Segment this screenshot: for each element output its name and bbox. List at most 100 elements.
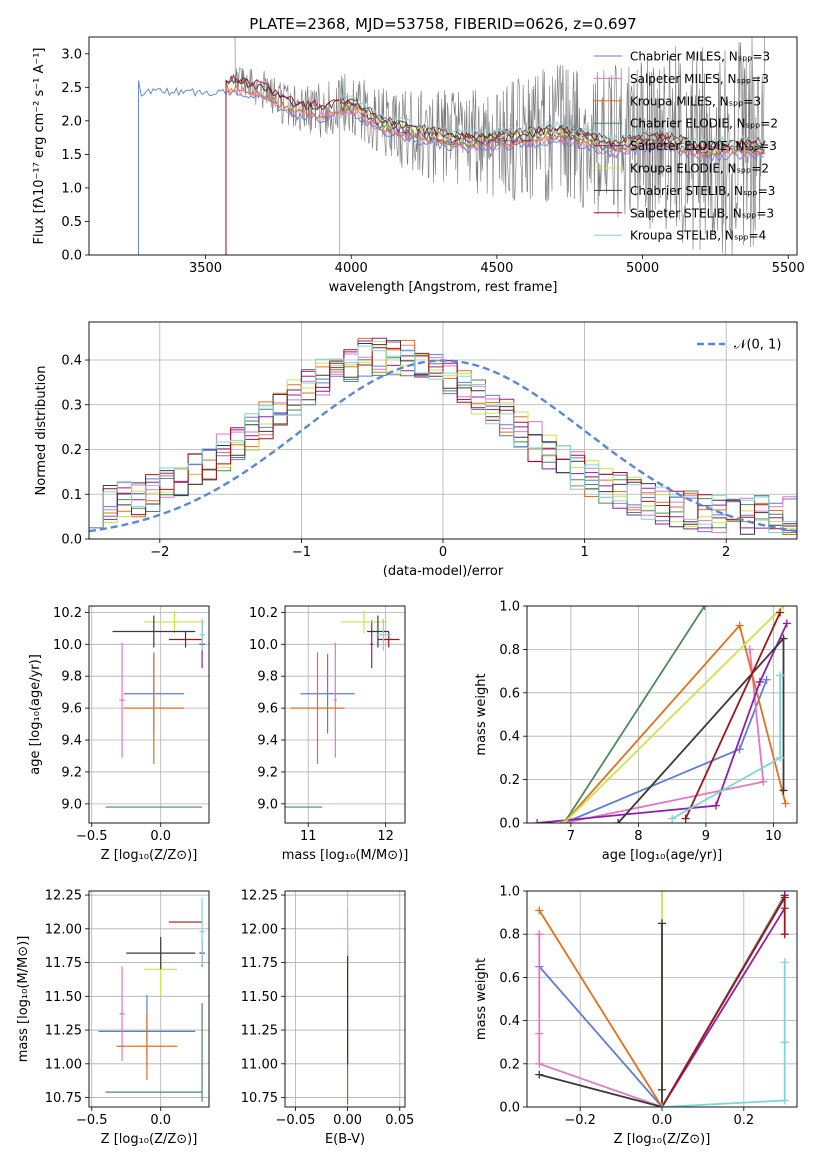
weight-marker — [535, 930, 544, 939]
y-tick-label: 0.4 — [499, 730, 520, 745]
y-tick-label: 10.2 — [249, 606, 278, 621]
weight-marker — [776, 753, 785, 762]
axes-frame — [526, 890, 798, 1108]
y-tick-label: 11.75 — [45, 956, 82, 971]
y-tick-label: 1.0 — [61, 181, 82, 196]
error-bar-point — [119, 642, 125, 758]
x-tick-label: 2 — [722, 545, 730, 560]
legend-label: Kroupa MILES, Nₛₚₚ=3 — [630, 94, 761, 108]
model-spectrum-line — [138, 80, 764, 255]
weight-marker — [780, 930, 789, 939]
model-spectrum-line — [339, 80, 765, 255]
y-tick-label: 10.75 — [45, 1091, 82, 1106]
weight-marker — [759, 777, 768, 786]
y-tick-label: 11.75 — [241, 956, 278, 971]
legend-label: Salpeter MILES, Nₛₚₚ=3 — [630, 72, 769, 86]
weight-line — [538, 909, 663, 1107]
x-axis-label: mass [log₁₀(M/M⊙)] — [282, 848, 409, 863]
y-tick-label: 0.5 — [61, 215, 82, 230]
x-tick-label: −0.05 — [276, 1113, 316, 1128]
error-bar-point — [169, 631, 203, 648]
plot-area — [105, 610, 205, 808]
error-bar-point — [199, 618, 205, 651]
plot-area — [533, 606, 791, 823]
y-tick-label: 10.75 — [241, 1091, 278, 1106]
weight-marker — [780, 1096, 789, 1105]
weight-vs-metallicity-panel: −0.2 0.0 0.2 0.0 0.2 0.4 0.6 0.8 1.0 Z [log₁₀(Z/Z… — [474, 885, 798, 1147]
y-tick-label: 10.0 — [249, 638, 278, 653]
plot-area — [89, 337, 797, 539]
x-tick-label: 12 — [377, 829, 394, 844]
legend: Chabrier MILES, Nₛₚₚ=3 Salpeter MILES, Nₛ… — [594, 50, 778, 243]
y-tick-label: 9.4 — [257, 734, 278, 749]
x-tick-label: 0.00 — [333, 1113, 362, 1128]
legend-label: Kroupa STELIB, Nₛₚₚ=4 — [630, 229, 766, 243]
y-tick-label: 9.6 — [257, 702, 278, 717]
normal-pdf-curve — [89, 359, 797, 533]
weight-line — [539, 923, 663, 1107]
y-tick-label: 12.00 — [241, 922, 278, 937]
error-bar-point — [377, 631, 400, 648]
y-tick-label: 1.0 — [499, 600, 520, 615]
legend-label: Chabrier STELIB, Nₛₚₚ=3 — [630, 184, 775, 198]
legend-label: 𝒩(0, 1) — [734, 338, 781, 353]
x-tick-label: 0.05 — [385, 1113, 414, 1128]
weight-marker — [782, 619, 791, 628]
x-axis-label: age [log₁₀(age/yr)] — [602, 848, 723, 863]
y-tick-label: 2.0 — [61, 114, 82, 129]
axes-frame — [284, 605, 406, 824]
y-tick-label: 0.4 — [61, 354, 82, 369]
y-tick-label: 9.8 — [257, 670, 278, 685]
weight-marker — [762, 675, 771, 684]
x-axis-label: Z [log₁₀(Z/Z⊙)] — [101, 1132, 198, 1147]
y-tick-label: 0.0 — [499, 817, 520, 832]
weight-marker — [779, 786, 788, 795]
error-bar-point — [367, 615, 389, 648]
y-tick-label: 0.2 — [61, 443, 82, 458]
y-tick-label: 12.25 — [45, 889, 82, 904]
weight-marker — [668, 814, 677, 823]
y-axis-label: Flux [fλ10⁻¹⁷ erg cm⁻² s⁻¹ A⁻¹] — [32, 48, 47, 245]
y-tick-label: 1.5 — [61, 148, 82, 163]
y-tick-label: 11.00 — [241, 1057, 278, 1072]
y-tick-label: 0.2 — [499, 773, 520, 788]
error-bar-point — [119, 966, 125, 1062]
x-axis-label: (data-model)/error — [383, 564, 504, 579]
y-tick-label: 1.0 — [499, 885, 520, 900]
y-axis-label: Normed distribution — [34, 366, 49, 496]
y-tick-label: 0.6 — [499, 686, 520, 701]
axes-frame — [284, 890, 406, 1108]
weight-marker — [658, 1085, 666, 1094]
x-tick-label: 1 — [580, 545, 588, 560]
x-tick-label: 0.0 — [150, 1113, 171, 1128]
model-spectrum-line — [225, 73, 766, 255]
x-tick-label: 9 — [702, 829, 710, 844]
x-tick-label: 5000 — [626, 261, 659, 276]
weight-marker — [779, 606, 788, 610]
axes-frame — [88, 36, 798, 256]
x-tick-label: 11 — [300, 829, 317, 844]
weight-line — [563, 623, 787, 823]
model-spectrum-line — [339, 80, 765, 255]
y-tick-label: 12.25 — [241, 889, 278, 904]
weight-line — [661, 962, 786, 1107]
error-bar-point — [123, 652, 185, 764]
plot-area — [285, 610, 400, 808]
y-tick-label: 11.00 — [45, 1057, 82, 1072]
y-tick-label: 10.0 — [53, 638, 82, 653]
weight-marker — [535, 1059, 544, 1068]
model-spectrum-line — [225, 74, 766, 255]
x-axis-label: Z [log₁₀(Z/Z⊙)] — [614, 1132, 711, 1147]
y-tick-label: 0.4 — [499, 1014, 520, 1029]
error-bar-point — [116, 1012, 178, 1080]
y-tick-label: 0.0 — [61, 533, 82, 548]
weight-marker — [745, 645, 754, 654]
weight-marker — [781, 799, 790, 808]
chart-title: PLATE=2368, MJD=53758, FIBERID=0626, z=0… — [249, 15, 636, 33]
legend-label: Salpeter ELODIE, Nₛₚₚ=3 — [630, 139, 777, 153]
weight-marker — [755, 677, 764, 686]
error-bar-point — [126, 936, 196, 970]
x-tick-label: 8 — [634, 829, 642, 844]
weight-vs-age-panel: 7 8 9 10 0.0 0.2 0.4 0.6 0.8 1.0 age [log₁₀(age/yr… — [474, 600, 798, 863]
weight-marker — [614, 819, 623, 823]
